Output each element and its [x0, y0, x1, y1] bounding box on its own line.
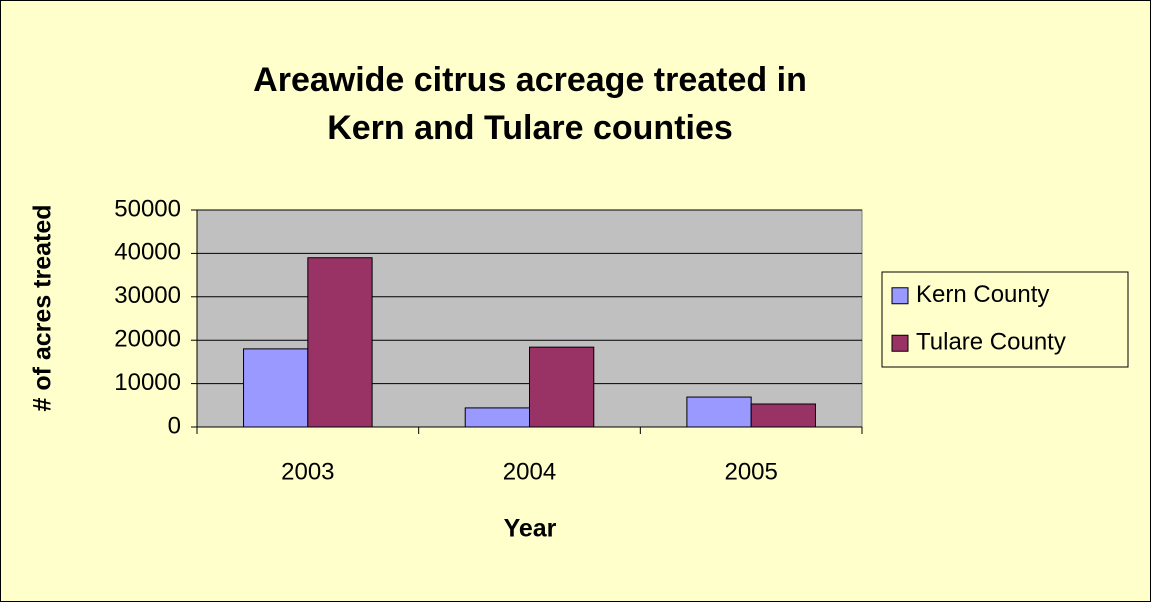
bar	[750, 403, 816, 428]
legend-swatch	[891, 287, 909, 305]
legend-label: Tulare County	[916, 329, 1066, 356]
y-tick-label: 10000	[114, 369, 181, 396]
x-tick-label: 2003	[281, 458, 334, 485]
legend-label: Kern County	[916, 281, 1049, 308]
bar	[529, 346, 595, 428]
y-axis-label: # of acres treated	[29, 204, 57, 411]
y-tick-label: 50000	[114, 195, 181, 222]
y-tick-label: 0	[168, 412, 181, 439]
y-tick-label: 40000	[114, 239, 181, 266]
legend-box	[881, 271, 1129, 368]
y-tick-label: 30000	[114, 282, 181, 309]
chart-title: Kern and Tulare counties	[327, 109, 733, 147]
x-axis-label: Year	[504, 515, 557, 543]
bar	[243, 348, 309, 428]
bar	[686, 396, 752, 428]
x-tick-label: 2004	[503, 458, 556, 485]
bar	[464, 407, 531, 428]
legend-swatch	[891, 334, 909, 352]
bar	[307, 257, 373, 428]
x-tick-label: 2005	[724, 458, 777, 485]
chart-title: Areawide citrus acreage treated in	[253, 61, 807, 99]
y-tick-label: 20000	[114, 326, 181, 353]
